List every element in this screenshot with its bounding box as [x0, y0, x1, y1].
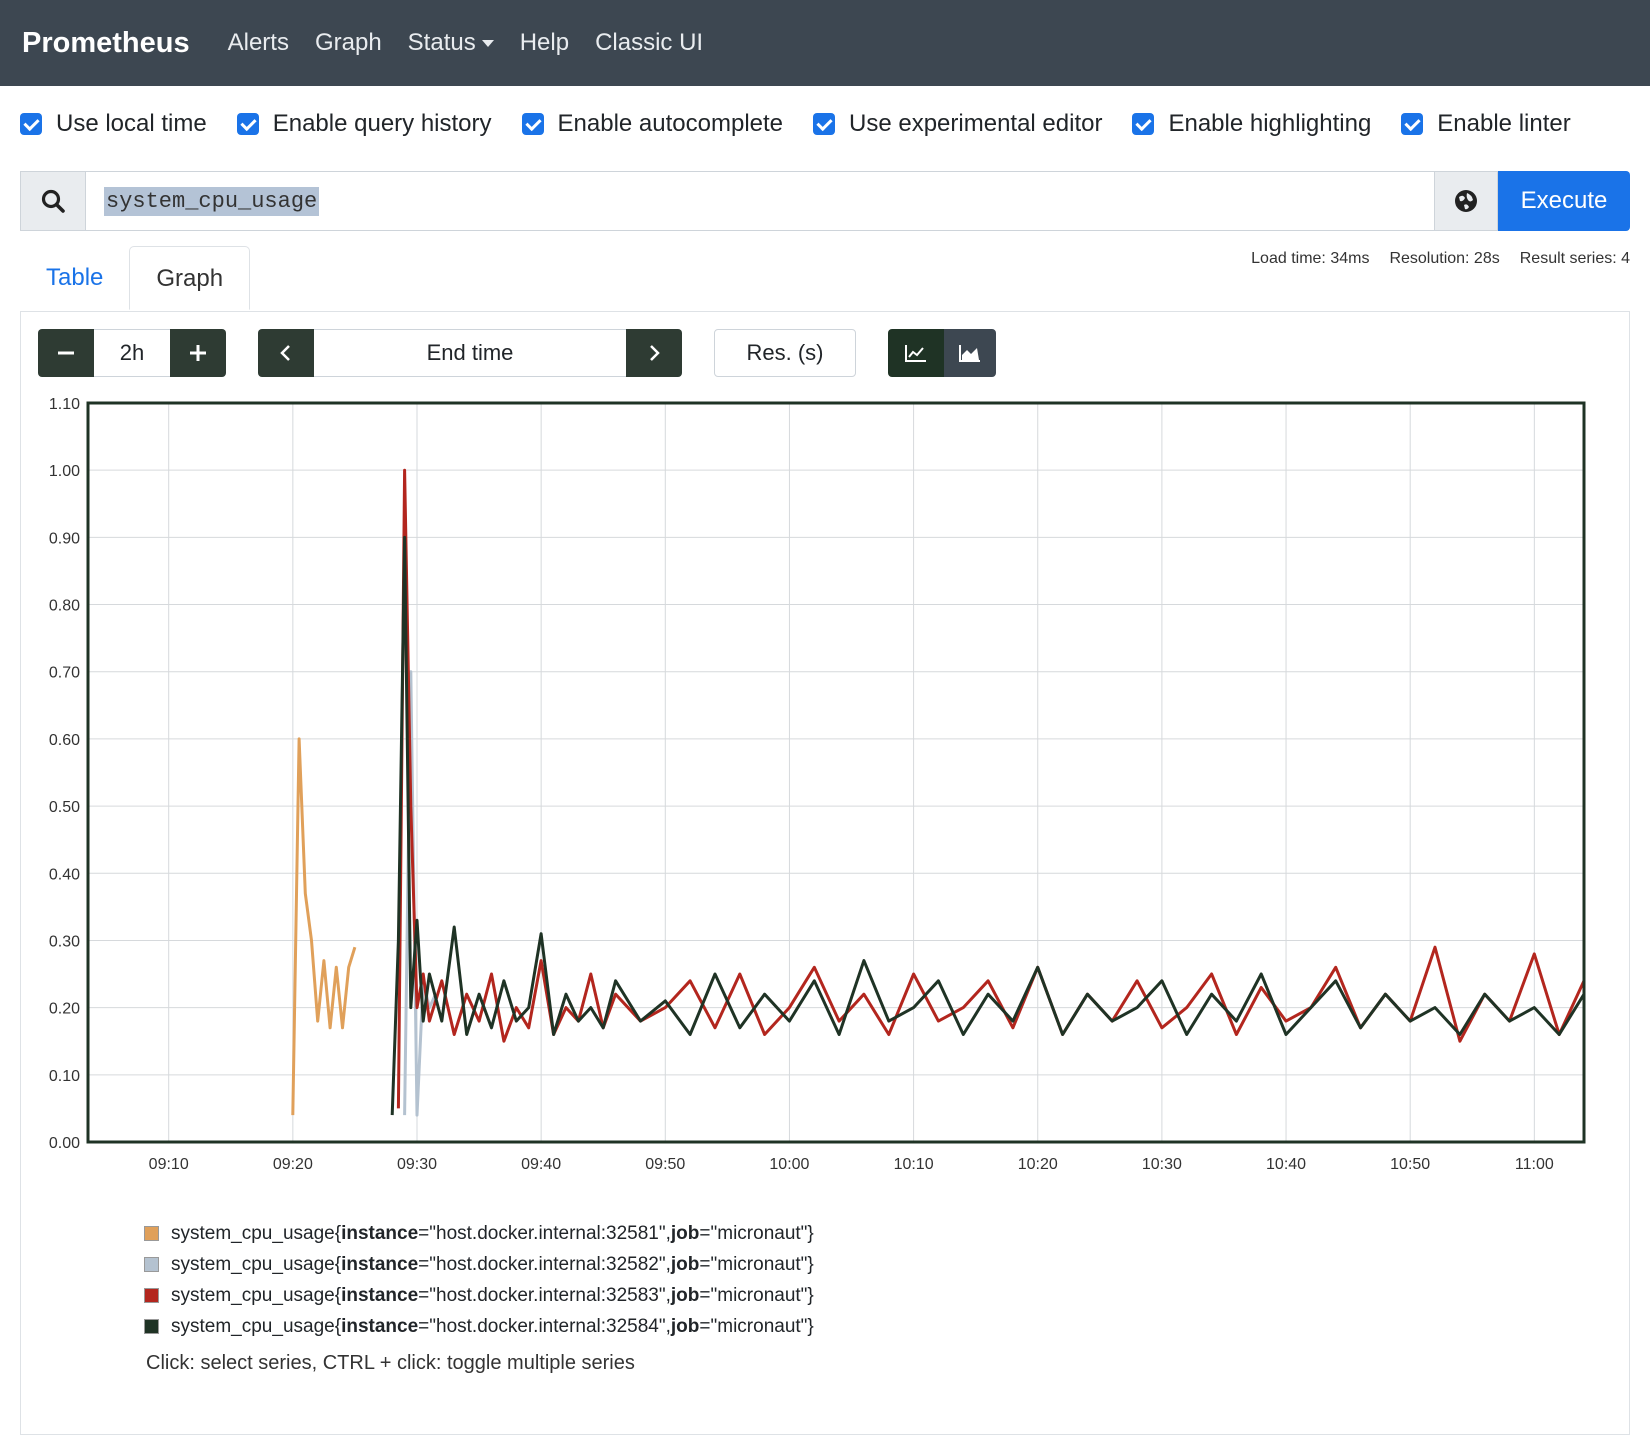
legend-value: ="micronaut"} [699, 1284, 814, 1306]
series-legend: system_cpu_usage{instance ="host.docker.i… [144, 1218, 814, 1342]
chevron-left-icon [280, 345, 290, 361]
nav-status-label: Status [407, 29, 476, 56]
stacked-chart-button[interactable] [944, 329, 996, 377]
line-chart-button[interactable] [888, 329, 944, 377]
legend-item[interactable]: system_cpu_usage{instance ="host.docker.i… [144, 1249, 814, 1280]
minus-icon [58, 351, 74, 355]
option-label: Enable linter [1437, 110, 1571, 137]
legend-value: ="micronaut"} [699, 1222, 814, 1244]
end-time-input[interactable]: End time [314, 329, 626, 377]
query-bar: system_cpu_usage Execute [20, 171, 1630, 231]
option-autocomplete[interactable]: Enable autocomplete [521, 110, 784, 138]
legend-value: ="micronaut"} [699, 1315, 814, 1337]
legend-key: instance [341, 1315, 419, 1337]
decrease-range-button[interactable] [38, 329, 94, 377]
legend-prefix: system_cpu_usage{ [171, 1222, 342, 1244]
legend-item[interactable]: system_cpu_usage{instance ="host.docker.i… [144, 1218, 814, 1249]
legend-swatch [144, 1319, 159, 1334]
legend-hint: Click: select series, CTRL + click: togg… [146, 1352, 635, 1374]
legend-value: ="micronaut"} [699, 1253, 814, 1275]
legend-prefix: system_cpu_usage{ [171, 1253, 342, 1275]
option-local-time[interactable]: Use local time [20, 110, 207, 138]
previous-time-button[interactable] [258, 329, 314, 377]
legend-key: job [670, 1253, 700, 1275]
load-time: Load time: 34ms [1251, 250, 1370, 267]
chart-type-toggle [888, 329, 996, 377]
top-navbar: Prometheus Alerts Graph Status Help Clas… [0, 0, 1650, 86]
checkbox-checked-icon[interactable] [20, 113, 42, 135]
graph-controls: 2h End time Res. (s) [38, 329, 996, 377]
caret-down-icon [481, 39, 494, 47]
resolution-input[interactable]: Res. (s) [714, 329, 856, 377]
range-group: 2h [38, 329, 226, 377]
legend-key: job [670, 1315, 700, 1337]
metrics-explorer-globe-icon[interactable] [1435, 171, 1498, 231]
option-highlighting[interactable]: Enable highlighting [1132, 110, 1371, 138]
option-label: Use local time [56, 110, 207, 137]
execute-button[interactable]: Execute [1498, 171, 1630, 231]
legend-value: ="host.docker.internal:32584", [418, 1315, 671, 1337]
nav-status[interactable]: Status [408, 29, 494, 57]
line-chart-icon [905, 345, 926, 362]
range-input[interactable]: 2h [94, 329, 170, 377]
legend-prefix: system_cpu_usage{ [171, 1284, 342, 1306]
option-label: Enable autocomplete [557, 110, 784, 137]
legend-key: job [670, 1222, 700, 1244]
resolution-stat: Resolution: 28s [1389, 250, 1500, 267]
checkbox-checked-icon[interactable] [521, 113, 544, 135]
expression-input[interactable]: system_cpu_usage [86, 171, 1435, 231]
checkbox-checked-icon[interactable] [1401, 113, 1424, 135]
checkbox-checked-icon[interactable] [1132, 113, 1155, 135]
view-tabs: Table Graph [20, 246, 251, 310]
checkbox-checked-icon[interactable] [236, 113, 259, 135]
nav-alerts[interactable]: Alerts [227, 29, 289, 56]
nav-help[interactable]: Help [519, 29, 570, 56]
option-experimental-editor[interactable]: Use experimental editor [813, 110, 1102, 138]
end-time-group: End time [258, 329, 682, 377]
options-row: Use local time Enable query history Enab… [20, 110, 1571, 138]
brand-logo[interactable]: Prometheus [22, 26, 190, 59]
search-icon[interactable] [20, 171, 86, 231]
legend-value: ="host.docker.internal:32582", [418, 1253, 671, 1275]
legend-swatch [144, 1257, 159, 1272]
expression-text: system_cpu_usage [104, 186, 320, 216]
legend-item[interactable]: system_cpu_usage{instance ="host.docker.i… [144, 1311, 814, 1342]
option-label: Use experimental editor [849, 110, 1103, 137]
increase-range-button[interactable] [170, 329, 226, 377]
legend-value: ="host.docker.internal:32581", [418, 1222, 671, 1244]
legend-key: job [670, 1284, 700, 1306]
graph-panel [20, 311, 1630, 1435]
next-time-button[interactable] [626, 329, 682, 377]
legend-key: instance [341, 1253, 419, 1275]
tab-graph[interactable]: Graph [129, 246, 251, 310]
legend-key: instance [341, 1284, 419, 1306]
legend-swatch [144, 1288, 159, 1303]
result-series-stat: Result series: 4 [1519, 250, 1630, 267]
legend-key: instance [341, 1222, 419, 1244]
tab-table[interactable]: Table [46, 264, 104, 291]
chevron-right-icon [650, 345, 660, 361]
area-chart-icon [959, 345, 980, 362]
legend-value: ="host.docker.internal:32583", [418, 1284, 671, 1306]
option-query-history[interactable]: Enable query history [236, 110, 492, 138]
legend-item[interactable]: system_cpu_usage{instance ="host.docker.i… [144, 1280, 814, 1311]
query-stats: Load time: 34ms Resolution: 28s Result s… [1231, 250, 1630, 268]
nav-graph[interactable]: Graph [314, 29, 382, 56]
option-label: Enable highlighting [1168, 110, 1372, 137]
legend-swatch [144, 1226, 159, 1241]
option-linter[interactable]: Enable linter [1401, 110, 1571, 138]
checkbox-checked-icon[interactable] [813, 113, 836, 135]
legend-prefix: system_cpu_usage{ [171, 1315, 342, 1337]
plus-icon [190, 345, 206, 361]
nav-classic-ui[interactable]: Classic UI [595, 29, 704, 56]
option-label: Enable query history [272, 110, 492, 137]
